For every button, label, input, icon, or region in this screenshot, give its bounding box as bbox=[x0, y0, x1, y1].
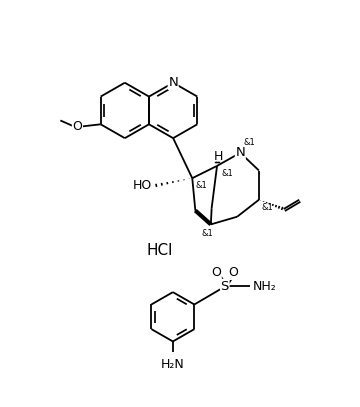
Text: NH₂: NH₂ bbox=[253, 280, 276, 293]
Text: H: H bbox=[214, 150, 223, 163]
Text: HO: HO bbox=[133, 179, 152, 193]
Text: &1: &1 bbox=[243, 138, 255, 147]
Text: &1: &1 bbox=[262, 203, 274, 212]
Text: O: O bbox=[211, 267, 221, 280]
Text: &1: &1 bbox=[202, 229, 213, 238]
Text: N: N bbox=[168, 76, 178, 89]
Text: HCl: HCl bbox=[147, 243, 173, 258]
Text: O: O bbox=[72, 120, 82, 133]
Text: O: O bbox=[228, 267, 238, 280]
Text: N: N bbox=[235, 146, 245, 159]
Text: &1: &1 bbox=[222, 169, 233, 178]
Text: &1: &1 bbox=[195, 182, 207, 190]
Text: H₂N: H₂N bbox=[161, 359, 185, 371]
Text: S: S bbox=[221, 280, 229, 293]
